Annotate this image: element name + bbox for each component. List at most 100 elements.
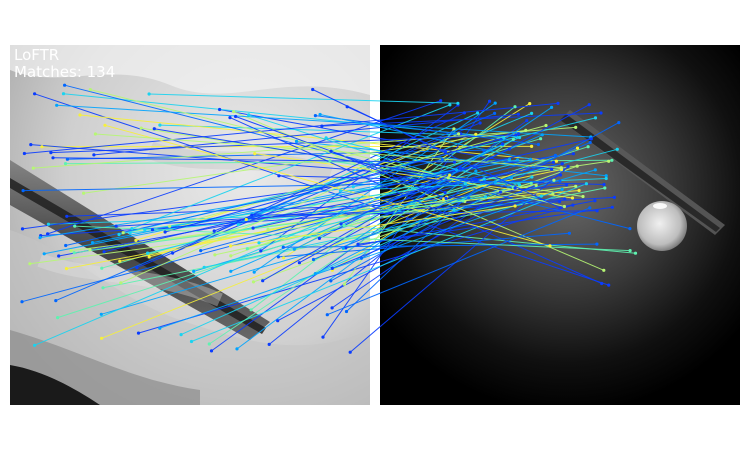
match-line [52, 157, 455, 163]
keypoint [610, 158, 614, 162]
keypoint [529, 181, 533, 185]
keypoint [467, 196, 471, 200]
keypoint [282, 256, 286, 260]
match-line [253, 165, 578, 283]
keypoint [516, 112, 521, 116]
keypoint [54, 299, 58, 303]
keypoint [528, 102, 532, 106]
keypoint [474, 132, 478, 136]
keypoint [33, 92, 37, 96]
keypoint [604, 176, 608, 181]
keypoint [567, 231, 572, 235]
keypoint [73, 224, 77, 228]
keypoint [292, 247, 296, 251]
keypoint [493, 101, 497, 105]
keypoint [461, 199, 465, 203]
match-line [65, 159, 443, 246]
keypoint [119, 281, 123, 285]
keypoint [540, 133, 544, 137]
keypoint [587, 103, 591, 107]
keypoint [562, 204, 567, 209]
right-image [380, 45, 740, 405]
keypoint [57, 254, 61, 258]
keypoint [22, 151, 26, 156]
keypoint [459, 166, 463, 170]
keypoint [56, 316, 60, 320]
keypoint [633, 251, 638, 255]
match-count-prefix: Matches: [14, 63, 87, 81]
match-line [152, 184, 567, 231]
keypoint [589, 137, 593, 141]
keypoint [342, 282, 347, 286]
keypoint [443, 190, 447, 195]
keypoint [518, 135, 522, 140]
keypoint [202, 265, 206, 269]
keypoint [452, 160, 457, 164]
keypoint [168, 224, 172, 228]
keypoint [551, 160, 556, 164]
match-line [149, 93, 458, 104]
keypoint [128, 231, 132, 235]
keypoint [344, 246, 348, 250]
keypoint [507, 157, 512, 161]
match-line [248, 114, 466, 185]
keypoint [575, 146, 580, 150]
keypoint [478, 121, 482, 125]
match-line [50, 134, 517, 154]
keypoint [617, 121, 621, 125]
keypoint [348, 350, 352, 354]
keypoint [93, 132, 97, 136]
match-line [332, 174, 561, 269]
keypoint [440, 158, 444, 162]
keypoint [320, 124, 324, 128]
keypoint [218, 107, 222, 112]
keypoint [42, 252, 46, 256]
keypoint [21, 189, 25, 193]
match-line [340, 178, 607, 192]
keypoint [588, 140, 592, 145]
keypoint [550, 167, 554, 171]
keypoint [566, 164, 570, 168]
keypoint [454, 168, 459, 172]
match-count-value: 134 [86, 63, 116, 81]
keypoint [99, 312, 103, 316]
keypoint [65, 214, 69, 218]
keypoint [236, 223, 240, 227]
keypoint [139, 126, 143, 130]
keypoint [117, 232, 121, 237]
keypoint [539, 137, 543, 141]
keypoint [189, 339, 194, 344]
keypoint [88, 248, 92, 252]
keypoint [584, 182, 589, 186]
keypoint [28, 262, 32, 266]
keypoint [101, 286, 105, 290]
keypoint [266, 227, 270, 231]
keypoint [474, 169, 478, 173]
keypoint [313, 272, 317, 276]
match-line [315, 115, 539, 145]
keypoint [78, 113, 82, 117]
keypoint [244, 217, 248, 222]
keypoint [324, 136, 328, 140]
keypoint [351, 185, 355, 189]
match-line [24, 102, 559, 154]
match-line [164, 133, 519, 233]
keypoint [534, 183, 538, 187]
keypoint [114, 224, 118, 228]
keypoint [550, 105, 554, 109]
keypoint [628, 249, 632, 253]
keypoint [318, 112, 322, 117]
keypoint [250, 213, 254, 217]
keypoint [261, 279, 265, 283]
keypoint [603, 186, 607, 190]
match-line [253, 102, 496, 273]
match-line [312, 89, 561, 209]
keypoint [192, 269, 196, 273]
keypoint [484, 195, 488, 199]
keypoint [615, 147, 619, 151]
keypoint [29, 143, 33, 147]
keypoint [476, 111, 480, 115]
keypoint [444, 196, 448, 200]
match-line [56, 104, 591, 138]
match-line [67, 149, 484, 160]
